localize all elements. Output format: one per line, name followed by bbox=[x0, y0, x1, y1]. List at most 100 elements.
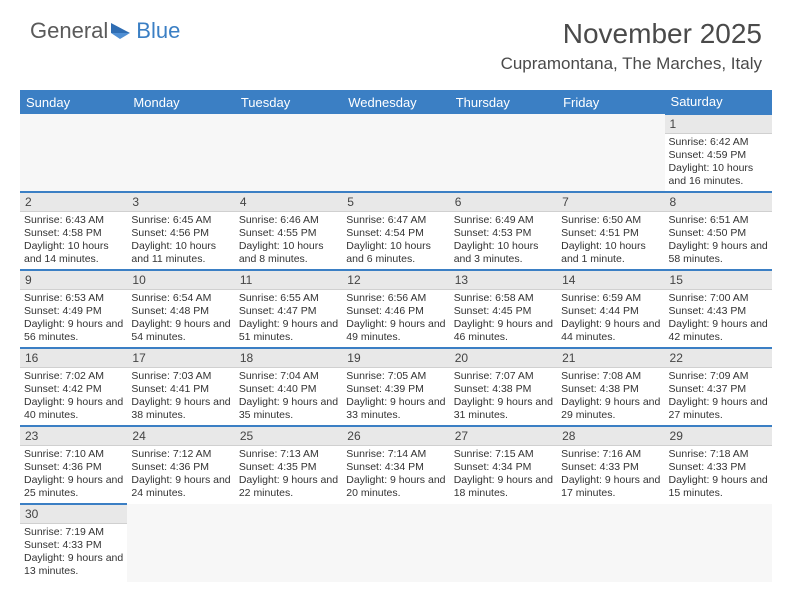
title-block: November 2025 Cupramontana, The Marches,… bbox=[501, 18, 762, 74]
calendar-cell-empty bbox=[557, 504, 664, 582]
day-number: 11 bbox=[235, 271, 342, 290]
weekday-header: Wednesday bbox=[342, 90, 449, 114]
logo-text-2: Blue bbox=[136, 18, 180, 44]
calendar-cell-empty bbox=[127, 504, 234, 582]
calendar-cell: 7Sunrise: 6:50 AMSunset: 4:51 PMDaylight… bbox=[557, 192, 664, 270]
page-header: General Blue November 2025 Cupramontana,… bbox=[0, 0, 792, 80]
sunset-line: Sunset: 4:48 PM bbox=[131, 305, 230, 318]
sunrise-line: Sunrise: 7:04 AM bbox=[239, 370, 338, 383]
location-subtitle: Cupramontana, The Marches, Italy bbox=[501, 54, 762, 74]
calendar-cell: 13Sunrise: 6:58 AMSunset: 4:45 PMDayligh… bbox=[450, 270, 557, 348]
day-number: 16 bbox=[20, 349, 127, 368]
day-details: Sunrise: 6:56 AMSunset: 4:46 PMDaylight:… bbox=[342, 290, 449, 347]
calendar-cell-empty bbox=[20, 114, 127, 192]
daylight-line: Daylight: 9 hours and 27 minutes. bbox=[669, 396, 768, 422]
calendar-cell-empty bbox=[450, 114, 557, 192]
sunrise-line: Sunrise: 7:07 AM bbox=[454, 370, 553, 383]
sunrise-line: Sunrise: 7:05 AM bbox=[346, 370, 445, 383]
sunset-line: Sunset: 4:33 PM bbox=[669, 461, 768, 474]
calendar-cell: 23Sunrise: 7:10 AMSunset: 4:36 PMDayligh… bbox=[20, 426, 127, 504]
sunrise-line: Sunrise: 6:45 AM bbox=[131, 214, 230, 227]
daylight-line: Daylight: 9 hours and 54 minutes. bbox=[131, 318, 230, 344]
day-number: 30 bbox=[20, 505, 127, 524]
sunset-line: Sunset: 4:39 PM bbox=[346, 383, 445, 396]
sunset-line: Sunset: 4:36 PM bbox=[131, 461, 230, 474]
day-number: 6 bbox=[450, 193, 557, 212]
sunrise-line: Sunrise: 7:19 AM bbox=[24, 526, 123, 539]
calendar-cell: 24Sunrise: 7:12 AMSunset: 4:36 PMDayligh… bbox=[127, 426, 234, 504]
daylight-line: Daylight: 10 hours and 8 minutes. bbox=[239, 240, 338, 266]
day-number: 3 bbox=[127, 193, 234, 212]
day-details: Sunrise: 6:51 AMSunset: 4:50 PMDaylight:… bbox=[665, 212, 772, 269]
sunrise-line: Sunrise: 7:15 AM bbox=[454, 448, 553, 461]
calendar-cell: 30Sunrise: 7:19 AMSunset: 4:33 PMDayligh… bbox=[20, 504, 127, 582]
daylight-line: Daylight: 9 hours and 25 minutes. bbox=[24, 474, 123, 500]
sunrise-line: Sunrise: 6:55 AM bbox=[239, 292, 338, 305]
day-number: 17 bbox=[127, 349, 234, 368]
calendar-cell: 16Sunrise: 7:02 AMSunset: 4:42 PMDayligh… bbox=[20, 348, 127, 426]
sunset-line: Sunset: 4:37 PM bbox=[669, 383, 768, 396]
sunset-line: Sunset: 4:42 PM bbox=[24, 383, 123, 396]
sunset-line: Sunset: 4:59 PM bbox=[669, 149, 768, 162]
sunset-line: Sunset: 4:56 PM bbox=[131, 227, 230, 240]
daylight-line: Daylight: 9 hours and 38 minutes. bbox=[131, 396, 230, 422]
daylight-line: Daylight: 10 hours and 14 minutes. bbox=[24, 240, 123, 266]
calendar-cell: 2Sunrise: 6:43 AMSunset: 4:58 PMDaylight… bbox=[20, 192, 127, 270]
sunset-line: Sunset: 4:55 PM bbox=[239, 227, 338, 240]
day-number: 9 bbox=[20, 271, 127, 290]
day-number: 14 bbox=[557, 271, 664, 290]
sunrise-line: Sunrise: 7:13 AM bbox=[239, 448, 338, 461]
day-number: 8 bbox=[665, 193, 772, 212]
calendar-cell: 14Sunrise: 6:59 AMSunset: 4:44 PMDayligh… bbox=[557, 270, 664, 348]
day-details: Sunrise: 7:03 AMSunset: 4:41 PMDaylight:… bbox=[127, 368, 234, 425]
daylight-line: Daylight: 9 hours and 42 minutes. bbox=[669, 318, 768, 344]
sunrise-line: Sunrise: 7:14 AM bbox=[346, 448, 445, 461]
day-number: 13 bbox=[450, 271, 557, 290]
day-details: Sunrise: 7:00 AMSunset: 4:43 PMDaylight:… bbox=[665, 290, 772, 347]
calendar-cell-empty bbox=[557, 114, 664, 192]
calendar-cell: 6Sunrise: 6:49 AMSunset: 4:53 PMDaylight… bbox=[450, 192, 557, 270]
sunrise-line: Sunrise: 6:47 AM bbox=[346, 214, 445, 227]
sunrise-line: Sunrise: 6:50 AM bbox=[561, 214, 660, 227]
calendar-row: 2Sunrise: 6:43 AMSunset: 4:58 PMDaylight… bbox=[20, 192, 772, 270]
daylight-line: Daylight: 9 hours and 22 minutes. bbox=[239, 474, 338, 500]
sunset-line: Sunset: 4:38 PM bbox=[454, 383, 553, 396]
sunset-line: Sunset: 4:49 PM bbox=[24, 305, 123, 318]
sunrise-line: Sunrise: 6:54 AM bbox=[131, 292, 230, 305]
day-details: Sunrise: 7:09 AMSunset: 4:37 PMDaylight:… bbox=[665, 368, 772, 425]
daylight-line: Daylight: 9 hours and 17 minutes. bbox=[561, 474, 660, 500]
calendar-cell: 12Sunrise: 6:56 AMSunset: 4:46 PMDayligh… bbox=[342, 270, 449, 348]
day-number: 20 bbox=[450, 349, 557, 368]
day-number: 4 bbox=[235, 193, 342, 212]
day-details: Sunrise: 6:50 AMSunset: 4:51 PMDaylight:… bbox=[557, 212, 664, 269]
day-number: 29 bbox=[665, 427, 772, 446]
day-number: 26 bbox=[342, 427, 449, 446]
sunset-line: Sunset: 4:50 PM bbox=[669, 227, 768, 240]
weekday-header: Saturday bbox=[665, 90, 772, 114]
day-number: 7 bbox=[557, 193, 664, 212]
daylight-line: Daylight: 9 hours and 58 minutes. bbox=[669, 240, 768, 266]
calendar-cell: 9Sunrise: 6:53 AMSunset: 4:49 PMDaylight… bbox=[20, 270, 127, 348]
day-details: Sunrise: 6:42 AMSunset: 4:59 PMDaylight:… bbox=[665, 134, 772, 191]
sunrise-line: Sunrise: 7:09 AM bbox=[669, 370, 768, 383]
day-details: Sunrise: 7:04 AMSunset: 4:40 PMDaylight:… bbox=[235, 368, 342, 425]
calendar-cell: 18Sunrise: 7:04 AMSunset: 4:40 PMDayligh… bbox=[235, 348, 342, 426]
sunrise-line: Sunrise: 6:43 AM bbox=[24, 214, 123, 227]
sunrise-line: Sunrise: 7:12 AM bbox=[131, 448, 230, 461]
day-details: Sunrise: 6:49 AMSunset: 4:53 PMDaylight:… bbox=[450, 212, 557, 269]
daylight-line: Daylight: 9 hours and 46 minutes. bbox=[454, 318, 553, 344]
sunrise-line: Sunrise: 7:16 AM bbox=[561, 448, 660, 461]
sunset-line: Sunset: 4:44 PM bbox=[561, 305, 660, 318]
day-details: Sunrise: 7:02 AMSunset: 4:42 PMDaylight:… bbox=[20, 368, 127, 425]
calendar-body: 1Sunrise: 6:42 AMSunset: 4:59 PMDaylight… bbox=[20, 114, 772, 582]
day-details: Sunrise: 6:46 AMSunset: 4:55 PMDaylight:… bbox=[235, 212, 342, 269]
logo-text-1: General bbox=[30, 18, 108, 44]
sunrise-line: Sunrise: 6:58 AM bbox=[454, 292, 553, 305]
day-number: 24 bbox=[127, 427, 234, 446]
calendar-cell: 5Sunrise: 6:47 AMSunset: 4:54 PMDaylight… bbox=[342, 192, 449, 270]
daylight-line: Daylight: 9 hours and 44 minutes. bbox=[561, 318, 660, 344]
calendar-cell-empty bbox=[235, 504, 342, 582]
daylight-line: Daylight: 9 hours and 40 minutes. bbox=[24, 396, 123, 422]
day-number: 28 bbox=[557, 427, 664, 446]
day-details: Sunrise: 6:43 AMSunset: 4:58 PMDaylight:… bbox=[20, 212, 127, 269]
